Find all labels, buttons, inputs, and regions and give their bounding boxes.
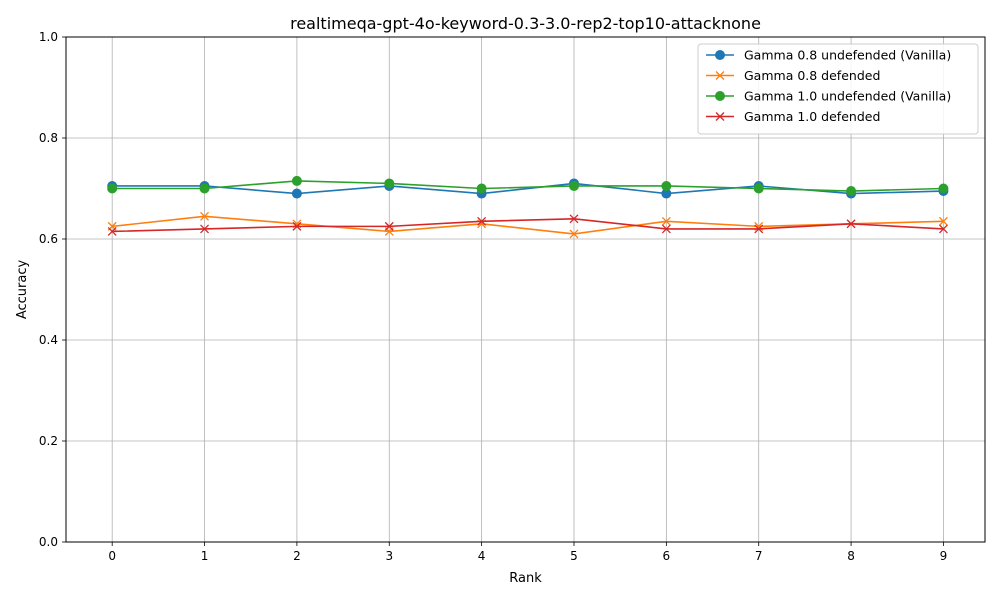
legend-marker <box>715 71 725 80</box>
y-tick-label: 0.4 <box>39 333 58 347</box>
legend-label: Gamma 1.0 undefended (Vanilla) <box>744 89 951 104</box>
x-tick-label: 7 <box>755 549 763 563</box>
x-tick-label: 6 <box>663 549 671 563</box>
data-point <box>938 216 948 226</box>
y-tick-label: 0.6 <box>39 232 58 246</box>
series-4 <box>107 214 948 236</box>
data-point <box>107 226 117 236</box>
series-layer <box>107 175 949 239</box>
y-tick-label: 0.2 <box>39 434 58 448</box>
legend-item: Gamma 1.0 defended <box>706 109 880 124</box>
data-point <box>291 188 302 199</box>
data-point <box>661 224 671 234</box>
legend-marker <box>715 91 725 101</box>
data-point <box>938 224 948 234</box>
data-point <box>292 221 302 231</box>
x-tick-label: 2 <box>293 549 301 563</box>
legend: Gamma 0.8 undefended (Vanilla) Gamma 0.8 … <box>697 43 979 135</box>
series-3 <box>107 175 949 197</box>
x-tick-label: 1 <box>201 549 209 563</box>
plot-area-frame <box>65 36 986 543</box>
axis-ticks: 0 1 2 3 4 5 6 7 8 9 0.0 0.2 0.4 0.6 0.8 1.0 <box>39 30 947 563</box>
series-line <box>112 180 944 192</box>
x-tick-label: 8 <box>847 549 855 563</box>
legend-label: Gamma 0.8 undefended (Vanilla) <box>744 48 951 63</box>
series-line <box>112 217 944 233</box>
data-point <box>477 216 487 226</box>
data-point <box>846 219 856 229</box>
y-tick-label: 0.0 <box>39 535 58 549</box>
data-point <box>200 211 210 221</box>
data-point <box>753 183 764 194</box>
legend-label: Gamma 0.8 defended <box>744 68 880 83</box>
data-point <box>291 175 302 186</box>
x-axis-label: Rank <box>509 571 542 586</box>
y-axis-label: Accuracy <box>15 260 30 320</box>
data-point <box>569 214 579 224</box>
x-tick-label: 9 <box>940 549 948 563</box>
data-point <box>754 224 764 234</box>
data-point <box>569 229 579 239</box>
data-point <box>846 186 857 197</box>
legend-box <box>697 43 979 135</box>
x-tick-label: 3 <box>385 549 393 563</box>
x-tick-label: 5 <box>570 549 578 563</box>
chart-title: realtimeqa-gpt-4o-keyword-0.3-3.0-rep2-t… <box>290 14 761 33</box>
data-point <box>384 221 394 231</box>
y-tick-label: 1.0 <box>39 30 58 44</box>
data-point <box>199 183 210 194</box>
x-tick-label: 0 <box>108 549 116 563</box>
data-point <box>200 224 210 234</box>
legend-item: Gamma 1.0 undefended (Vanilla) <box>706 89 951 104</box>
x-tick-label: 4 <box>478 549 486 563</box>
y-tick-label: 0.8 <box>39 131 58 145</box>
legend-item: Gamma 0.8 undefended (Vanilla) <box>706 48 951 63</box>
data-point <box>476 183 487 194</box>
legend-item: Gamma 0.8 defended <box>706 68 880 83</box>
data-point <box>661 216 671 226</box>
legend-label: Gamma 1.0 defended <box>744 109 880 124</box>
legend-marker <box>715 112 725 121</box>
data-point <box>568 180 579 191</box>
data-point <box>661 180 672 191</box>
series-line <box>112 215 944 235</box>
data-point <box>384 178 395 189</box>
data-point <box>107 183 118 194</box>
data-point <box>938 183 949 194</box>
legend-marker <box>715 50 725 60</box>
